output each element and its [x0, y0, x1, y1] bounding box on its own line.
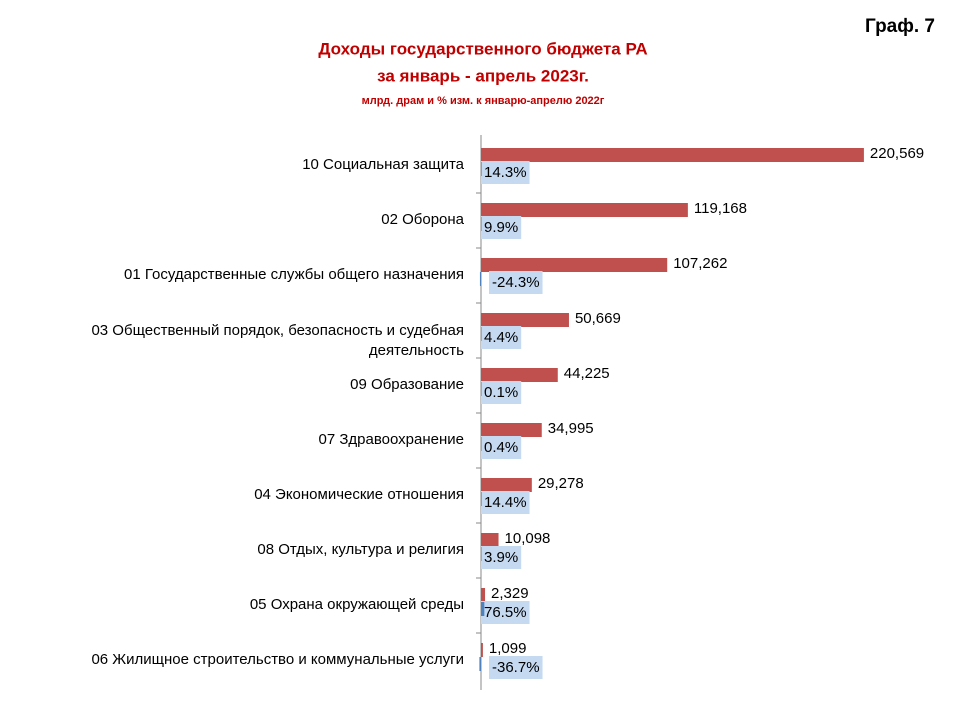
value-label-bg: [481, 436, 522, 459]
category-label: 06 Жилищное строительство и коммунальные…: [91, 651, 464, 668]
category-label: 03 Общественный порядок, безопасность и …: [91, 322, 464, 359]
value-label: 14.4%: [484, 494, 527, 511]
value-label: 3.9%: [484, 549, 518, 566]
value-label-bg: [489, 271, 543, 294]
category-label: 09 Образование: [350, 376, 464, 393]
value-label: 29,278: [538, 475, 584, 492]
value-label-bg: [481, 326, 522, 349]
value-label: 44,225: [564, 365, 610, 382]
value-label: 220,569: [870, 145, 924, 162]
value-label: 76.5%: [484, 604, 527, 621]
bar: [481, 327, 482, 341]
chart-title: за январь - апрель 2023г.: [377, 66, 589, 85]
bar: [481, 313, 569, 327]
value-label: 0.4%: [484, 439, 518, 456]
bar: [481, 203, 688, 217]
value-label-bg: [489, 656, 543, 679]
bar: [481, 368, 558, 382]
bar: [479, 657, 481, 671]
bar: [481, 478, 532, 492]
bar: [479, 272, 481, 286]
category-label: 05 Охрана окружающей среды: [249, 596, 464, 613]
category-label: 01 Государственные службы общего назначе…: [124, 266, 464, 283]
value-label-bg: [481, 491, 530, 514]
value-label-bg: [481, 601, 530, 624]
value-label: 50,669: [575, 310, 621, 327]
chart-subtitle: млрд. драм и % изм. к январю-апрелю 2022…: [362, 95, 605, 107]
value-label-bg: [481, 381, 522, 404]
value-label: 0.1%: [484, 384, 518, 401]
bar: [481, 382, 482, 396]
bar: [481, 533, 499, 547]
value-label: 14.3%: [484, 164, 527, 181]
bar: [481, 588, 486, 602]
value-label: 9.9%: [484, 219, 518, 236]
category-label: 10 Социальная защита: [302, 156, 464, 173]
bar: [481, 258, 668, 272]
chart-label: Граф. 7: [865, 16, 935, 37]
value-label: -24.3%: [492, 274, 540, 291]
bar: [481, 547, 482, 561]
value-label: 10,098: [505, 530, 551, 547]
bar: [481, 492, 482, 506]
value-label: 1,099: [489, 640, 527, 657]
value-label: 119,168: [694, 200, 747, 217]
bar: [481, 217, 482, 231]
bar: [481, 162, 482, 176]
bar: [481, 148, 864, 162]
value-label-bg: [481, 161, 530, 184]
chart-title: Доходы государственного бюджета РА: [318, 39, 647, 58]
value-label-bg: [481, 216, 522, 239]
category-label: 04 Экономические отношения: [254, 486, 464, 503]
value-label: 2,329: [491, 585, 529, 602]
bar: [481, 423, 542, 437]
value-label-bg: [481, 546, 522, 569]
bar: [481, 643, 483, 657]
value-label: 107,262: [673, 255, 727, 272]
category-label: 02 Оборона: [381, 211, 464, 228]
value-label: 34,995: [548, 420, 594, 437]
value-label: -36.7%: [492, 659, 540, 676]
category-label: 07 Здравоохранение: [318, 431, 464, 448]
bar: [481, 602, 485, 616]
bar: [481, 437, 482, 451]
value-label: 4.4%: [484, 329, 518, 346]
category-label: 08 Отдых, культура и религия: [257, 541, 464, 558]
